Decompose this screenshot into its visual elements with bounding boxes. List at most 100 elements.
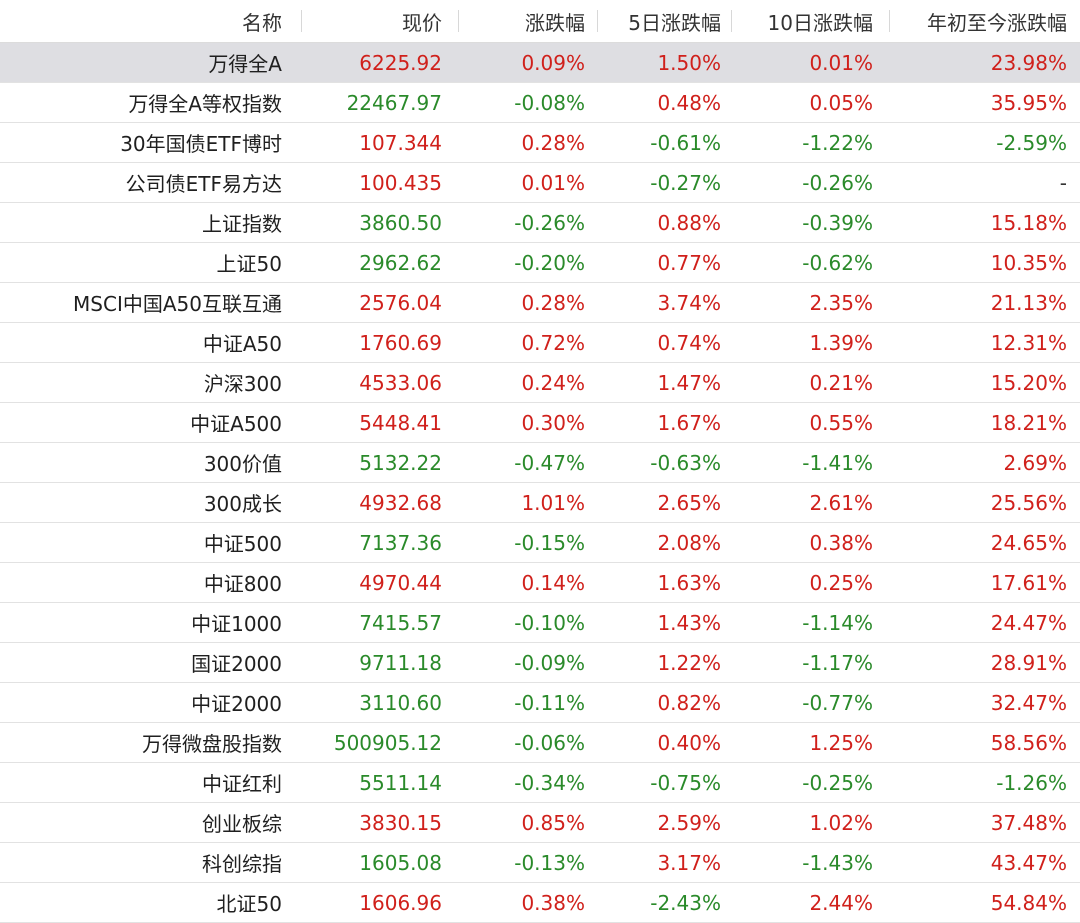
table-row[interactable]: 中证A500 5448.41 0.30% 1.67% 0.55% 18.21% (0, 403, 1080, 443)
cell-change-ytd: 28.91% (990, 650, 1067, 675)
cell-change-ytd: 2.69% (1003, 450, 1067, 475)
cell-price: 3830.15 (359, 810, 442, 835)
table-row[interactable]: 30年国债ETF博时 107.344 0.28% -0.61% -1.22% -2.59% (0, 123, 1080, 163)
cell-name: 万得全A (208, 52, 282, 76)
cell-name: 创业板综 (202, 812, 282, 836)
table-row[interactable]: 上证50 2962.62 -0.20% 0.77% -0.62% 10.35% (0, 243, 1080, 283)
cell-change-ytd: 10.35% (990, 250, 1067, 275)
cell-change-ytd: 15.18% (990, 210, 1067, 235)
cell-name: 300价值 (203, 452, 282, 476)
table-row[interactable]: MSCI中国A50互联互通 2576.04 0.28% 3.74% 2.35% 21.13… (0, 283, 1080, 323)
table-row[interactable]: 万得全A等权指数 22467.97 -0.08% 0.48% 0.05% 35.95% (0, 83, 1080, 123)
cell-change-10d: -1.14% (802, 610, 873, 635)
cell-change-5d: 1.47% (657, 370, 721, 395)
cell-change-10d: 0.25% (809, 570, 873, 595)
table-row[interactable]: 中证500 7137.36 -0.15% 2.08% 0.38% 24.65% (0, 523, 1080, 563)
table-body: 万得全A 6225.92 0.09% 1.50% 0.01% 23.98% 万得全A等权指数… (0, 43, 1080, 923)
column-divider[interactable] (458, 10, 459, 32)
cell-change-5d: -0.27% (650, 170, 721, 195)
cell-change-ytd: 12.31% (990, 330, 1067, 355)
cell-change-5d: 2.08% (657, 530, 721, 555)
cell-change-10d: 2.35% (809, 290, 873, 315)
cell-change-5d: 0.48% (657, 90, 721, 115)
table-row[interactable]: 万得微盘股指数 500905.12 -0.06% 0.40% 1.25% 58.56% (0, 723, 1080, 763)
column-divider[interactable] (597, 10, 598, 32)
cell-change-5d: 1.63% (657, 570, 721, 595)
table-row[interactable]: 中证红利 5511.14 -0.34% -0.75% -0.25% -1.26% (0, 763, 1080, 803)
cell-change-5d: 2.65% (657, 490, 721, 515)
cell-change: -0.11% (514, 690, 585, 715)
cell-change-ytd: 15.20% (990, 370, 1067, 395)
cell-change-ytd: 23.98% (990, 50, 1067, 75)
cell-name: 中证A50 (202, 332, 282, 356)
cell-change-5d: 0.40% (657, 730, 721, 755)
cell-change-5d: -2.43% (650, 890, 721, 915)
cell-change: 0.09% (521, 50, 585, 75)
column-header-change[interactable]: 涨跌幅 (525, 10, 585, 35)
table-row[interactable]: 沪深300 4533.06 0.24% 1.47% 0.21% 15.20% (0, 363, 1080, 403)
table-row[interactable]: 300成长 4932.68 1.01% 2.65% 2.61% 25.56% (0, 483, 1080, 523)
table-row[interactable]: 上证指数 3860.50 -0.26% 0.88% -0.39% 15.18% (0, 203, 1080, 243)
cell-name: 300成长 (203, 492, 282, 516)
cell-price: 1606.96 (359, 890, 442, 915)
cell-change: -0.13% (514, 850, 585, 875)
cell-change-10d: 1.39% (809, 330, 873, 355)
table-header: 名称 现价 涨跌幅 5日涨跌幅 10日涨跌幅 年初至今涨跌幅 (0, 0, 1080, 43)
cell-change: 0.28% (521, 130, 585, 155)
cell-price: 107.344 (359, 130, 442, 155)
cell-change-ytd: 43.47% (990, 850, 1067, 875)
cell-change-10d: 0.21% (809, 370, 873, 395)
cell-change: -0.10% (514, 610, 585, 635)
table-row[interactable]: 北证50 1606.96 0.38% -2.43% 2.44% 54.84% (0, 883, 1080, 923)
cell-name: MSCI中国A50互联互通 (73, 292, 282, 316)
table-row[interactable]: 300价值 5132.22 -0.47% -0.63% -1.41% 2.69% (0, 443, 1080, 483)
table-row[interactable]: 中证1000 7415.57 -0.10% 1.43% -1.14% 24.47% (0, 603, 1080, 643)
cell-change-10d: -1.17% (802, 650, 873, 675)
cell-change-10d: -1.41% (802, 450, 873, 475)
table-row[interactable]: 国证2000 9711.18 -0.09% 1.22% -1.17% 28.91% (0, 643, 1080, 683)
column-divider[interactable] (301, 10, 302, 32)
table-row[interactable]: 中证2000 3110.60 -0.11% 0.82% -0.77% 32.47% (0, 683, 1080, 723)
cell-change: 0.01% (521, 170, 585, 195)
cell-change: -0.15% (514, 530, 585, 555)
cell-change-5d: 0.77% (657, 250, 721, 275)
cell-name: 沪深300 (203, 372, 282, 396)
cell-name: 国证2000 (191, 652, 282, 676)
cell-change-10d: -0.62% (802, 250, 873, 275)
column-header-change-10d[interactable]: 10日涨跌幅 (767, 10, 873, 35)
table-row[interactable]: 公司债ETF易方达 100.435 0.01% -0.27% -0.26% - (0, 163, 1080, 203)
cell-price: 4533.06 (359, 370, 442, 395)
cell-change-5d: 0.88% (657, 210, 721, 235)
cell-name: 中证1000 (191, 612, 282, 636)
table-row[interactable]: 中证A50 1760.69 0.72% 0.74% 1.39% 12.31% (0, 323, 1080, 363)
cell-price: 9711.18 (359, 650, 442, 675)
table-row[interactable]: 科创综指 1605.08 -0.13% 3.17% -1.43% 43.47% (0, 843, 1080, 883)
table-row[interactable]: 万得全A 6225.92 0.09% 1.50% 0.01% 23.98% (0, 43, 1080, 83)
cell-change-10d: -0.77% (802, 690, 873, 715)
cell-change-ytd: 24.65% (990, 530, 1067, 555)
cell-price: 500905.12 (333, 730, 442, 755)
cell-change-5d: 1.50% (657, 50, 721, 75)
cell-change: -0.08% (514, 90, 585, 115)
cell-change-ytd: -1.26% (996, 770, 1067, 795)
table-row[interactable]: 中证800 4970.44 0.14% 1.63% 0.25% 17.61% (0, 563, 1080, 603)
table-row[interactable]: 创业板综 3830.15 0.85% 2.59% 1.02% 37.48% (0, 803, 1080, 843)
cell-name: 中证500 (203, 532, 282, 556)
cell-change-10d: 0.01% (809, 50, 873, 75)
column-header-name[interactable]: 名称 (242, 10, 282, 35)
column-divider[interactable] (731, 10, 732, 32)
cell-change-ytd: 24.47% (990, 610, 1067, 635)
cell-name: 万得微盘股指数 (142, 732, 282, 756)
cell-change-5d: 1.22% (657, 650, 721, 675)
cell-change-5d: 0.82% (657, 690, 721, 715)
cell-name: 科创综指 (202, 852, 282, 876)
cell-change: 1.01% (521, 490, 585, 515)
column-header-change-ytd[interactable]: 年初至今涨跌幅 (927, 10, 1067, 35)
cell-change: -0.09% (514, 650, 585, 675)
column-divider[interactable] (889, 10, 890, 32)
cell-change: 0.38% (521, 890, 585, 915)
column-header-change-5d[interactable]: 5日涨跌幅 (628, 10, 721, 35)
cell-change-10d: -1.43% (802, 850, 873, 875)
column-header-price[interactable]: 现价 (402, 10, 442, 35)
